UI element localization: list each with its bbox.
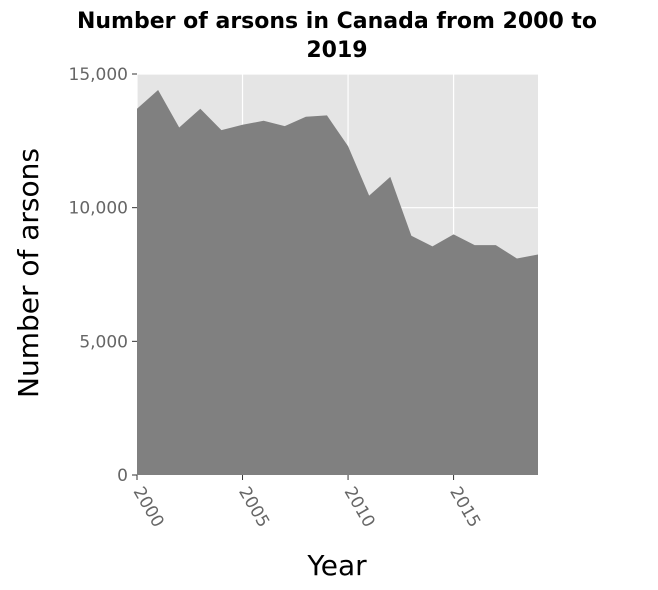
y-tick-label: 5,000 bbox=[79, 332, 128, 352]
x-tick-label: 2015 bbox=[445, 484, 484, 531]
area-series bbox=[137, 90, 538, 475]
chart-title-line-1: Number of arsons in Canada from 2000 to bbox=[77, 9, 597, 34]
x-tick-label: 2000 bbox=[129, 484, 168, 531]
y-tick-label: 15,000 bbox=[69, 65, 128, 85]
x-tick-label: 2010 bbox=[340, 484, 379, 531]
y-tick-label: 10,000 bbox=[69, 199, 128, 219]
x-tick-label: 2005 bbox=[234, 484, 273, 531]
y-axis-label: Number of arsons bbox=[12, 148, 45, 398]
chart-title-line-2: 2019 bbox=[306, 38, 367, 63]
x-axis-label: Year bbox=[306, 549, 367, 582]
y-tick-label: 0 bbox=[117, 466, 128, 486]
